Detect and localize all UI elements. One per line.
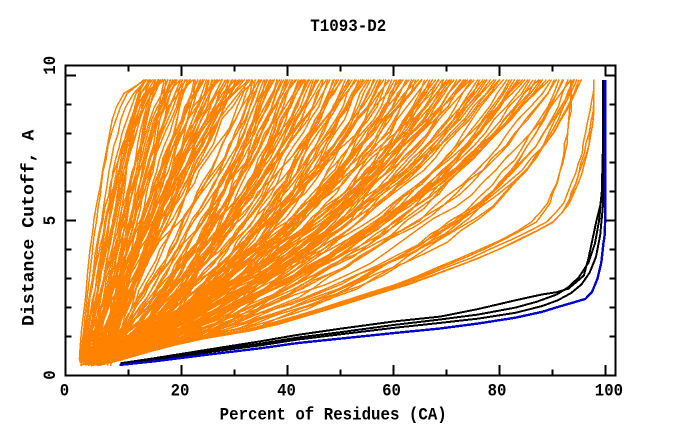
svg-text:20: 20	[171, 381, 190, 401]
svg-text:80: 80	[488, 381, 507, 401]
svg-text:60: 60	[382, 381, 401, 401]
svg-text:T1093-D2: T1093-D2	[310, 17, 386, 37]
svg-text:10: 10	[41, 56, 61, 75]
svg-text:Percent of Residues (CA): Percent of Residues (CA)	[220, 406, 447, 426]
svg-text:100: 100	[595, 381, 623, 401]
svg-text:0: 0	[60, 381, 69, 401]
svg-text:40: 40	[277, 381, 296, 401]
svg-text:0: 0	[41, 370, 61, 379]
svg-text:5: 5	[41, 216, 61, 225]
svg-text:Distance Cutoff, A: Distance Cutoff, A	[20, 129, 40, 326]
